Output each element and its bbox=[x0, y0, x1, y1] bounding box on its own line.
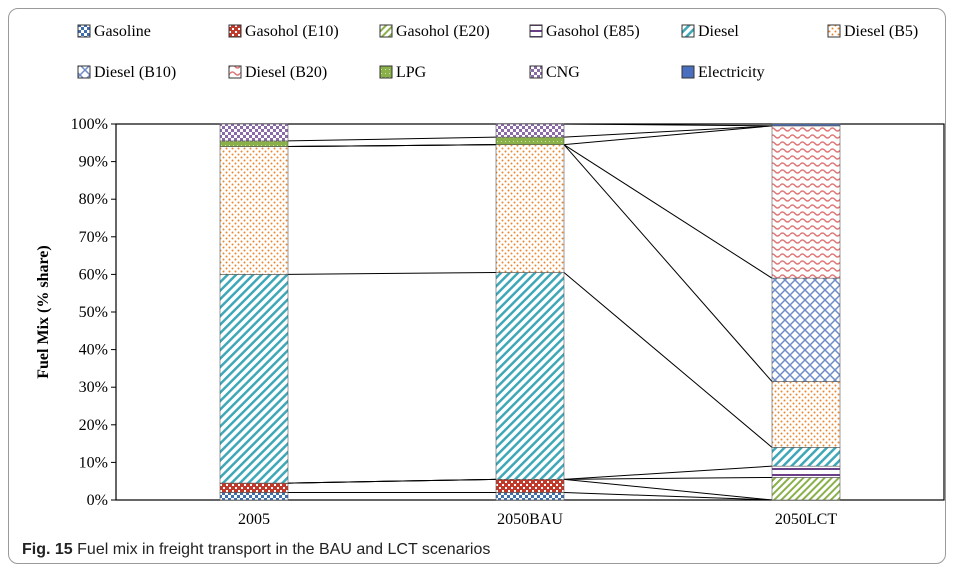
connector-line bbox=[287, 136, 497, 142]
legend-label-diesel-b10: Diesel (B10) bbox=[94, 64, 176, 81]
bar-segment-2005-diesel-b5 bbox=[219, 146, 289, 275]
y-tick-label: 0% bbox=[87, 492, 108, 509]
y-tick-label: 90% bbox=[79, 154, 108, 171]
connector-line bbox=[287, 272, 497, 275]
legend-label-diesel-b5: Diesel (B5) bbox=[844, 23, 918, 40]
y-axis-label: Fuel Mix (% share) bbox=[35, 245, 52, 378]
legend-swatch-gasohol-e10 bbox=[228, 24, 242, 38]
legend-swatch-diesel bbox=[681, 24, 695, 38]
y-tick-label: 70% bbox=[79, 229, 108, 246]
figure-caption: Fig. 15 Fuel mix in freight transport in… bbox=[22, 541, 490, 559]
legend-label-gasohol-e85: Gasohol (E85) bbox=[546, 23, 640, 40]
bar-segment-2005-cng bbox=[219, 123, 289, 142]
legend-swatch-electricity bbox=[681, 65, 695, 79]
bar-segment-2050lct-gasohol-e85 bbox=[771, 465, 841, 478]
bar-segment-2050lct-diesel bbox=[771, 447, 841, 467]
x-tick-label: 2050BAU bbox=[497, 511, 563, 528]
legend-swatch-gasoline bbox=[77, 24, 91, 38]
connector-line bbox=[287, 144, 497, 148]
legend-swatch-diesel-b5 bbox=[827, 24, 841, 38]
bar-segment-2050bau-gasoline bbox=[495, 492, 565, 501]
bar-segment-2050bau-gasohol-e10 bbox=[495, 479, 565, 493]
bar-segment-2005-diesel bbox=[219, 274, 289, 484]
y-tick-label: 30% bbox=[79, 379, 108, 396]
bar-segment-2005-gasoline bbox=[219, 492, 289, 501]
y-tick-label: 80% bbox=[79, 191, 108, 208]
bar-segment-2005-gasohol-e10 bbox=[219, 482, 289, 493]
legend-label-diesel: Diesel bbox=[698, 23, 739, 40]
connector-line bbox=[563, 125, 773, 146]
legend-label-cng: CNG bbox=[546, 64, 580, 81]
y-tick-label: 40% bbox=[79, 342, 108, 359]
connector-line bbox=[563, 272, 773, 448]
x-tick-label: 2005 bbox=[238, 511, 270, 528]
y-tick-label: 100% bbox=[71, 116, 108, 133]
legend-swatch-gasohol-e85 bbox=[529, 24, 543, 38]
y-tick-label: 60% bbox=[79, 266, 108, 283]
bar-segment-2050lct-gasohol-e20 bbox=[771, 477, 841, 501]
y-tick-label: 50% bbox=[79, 304, 108, 321]
legend-swatch-diesel-b20 bbox=[228, 65, 242, 79]
bar-segment-2050lct-electricity bbox=[771, 123, 841, 127]
y-tick-label: 10% bbox=[79, 454, 108, 471]
bar-segment-2050lct-diesel-b5 bbox=[771, 381, 841, 448]
bar-segment-2050bau-diesel-b5 bbox=[495, 144, 565, 273]
connector-line bbox=[287, 478, 497, 484]
connector-line bbox=[563, 125, 773, 138]
connector-lines bbox=[287, 123, 773, 501]
legend-label-electricity: Electricity bbox=[698, 64, 765, 81]
legend-label-gasohol-e20: Gasohol (E20) bbox=[396, 23, 490, 40]
figure-number: Fig. 15 bbox=[22, 541, 73, 558]
connector-line bbox=[563, 144, 773, 279]
bar-segment-2050bau-diesel bbox=[495, 272, 565, 480]
legend-label-gasoline: Gasoline bbox=[94, 23, 151, 40]
bar-segment-2050lct-diesel-b10 bbox=[771, 277, 841, 382]
legend-label-gasohol-e10: Gasohol (E10) bbox=[245, 23, 339, 40]
legend-swatch-gasohol-e20 bbox=[379, 24, 393, 38]
bars bbox=[219, 123, 841, 501]
bar-segment-2005-lpg bbox=[219, 140, 289, 147]
bar-segment-2050bau-lpg bbox=[495, 136, 565, 145]
bar-segment-2050lct-diesel-b20 bbox=[771, 125, 841, 279]
bar-segment-2050bau-cng bbox=[495, 123, 565, 138]
legend-swatch-diesel-b10 bbox=[77, 65, 91, 79]
y-tick-label: 20% bbox=[79, 417, 108, 434]
legend-swatch-lpg bbox=[379, 65, 393, 79]
legend-label-lpg: LPG bbox=[396, 64, 427, 81]
connector-line bbox=[563, 491, 773, 501]
connector-line bbox=[563, 476, 773, 480]
connector-line bbox=[563, 465, 773, 480]
connector-line bbox=[563, 478, 773, 501]
legend: Gasoline Gasohol (E10) Gasohol (E20) Gasoho… bbox=[77, 23, 918, 81]
legend-label-diesel-b20: Diesel (B20) bbox=[245, 64, 327, 81]
connector-line bbox=[563, 144, 773, 382]
caption-text: Fuel mix in freight transport in the BAU… bbox=[77, 541, 491, 558]
x-tick-label: 2050LCT bbox=[775, 511, 837, 528]
legend-swatch-cng bbox=[529, 65, 543, 79]
